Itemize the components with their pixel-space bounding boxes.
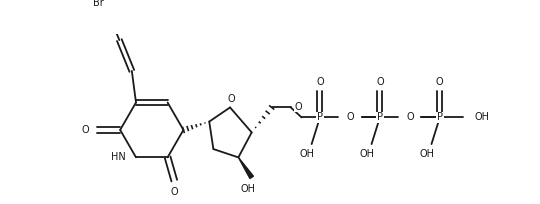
Text: O: O	[171, 187, 178, 197]
Text: O: O	[406, 112, 414, 122]
Text: P: P	[377, 112, 383, 122]
Text: OH: OH	[360, 149, 375, 159]
Text: OH: OH	[475, 112, 490, 122]
Text: OH: OH	[240, 184, 255, 194]
Text: O: O	[228, 94, 235, 104]
Text: O: O	[82, 125, 89, 135]
Polygon shape	[238, 157, 253, 178]
Text: Br: Br	[93, 0, 104, 8]
Text: O: O	[316, 78, 324, 88]
Text: P: P	[437, 112, 443, 122]
Text: HN: HN	[111, 152, 126, 162]
Text: OH: OH	[300, 149, 315, 159]
Text: P: P	[317, 112, 323, 122]
Text: O: O	[376, 78, 384, 88]
Text: O: O	[346, 112, 354, 122]
Text: O: O	[436, 78, 444, 88]
Text: O: O	[295, 102, 302, 112]
Text: OH: OH	[420, 149, 435, 159]
